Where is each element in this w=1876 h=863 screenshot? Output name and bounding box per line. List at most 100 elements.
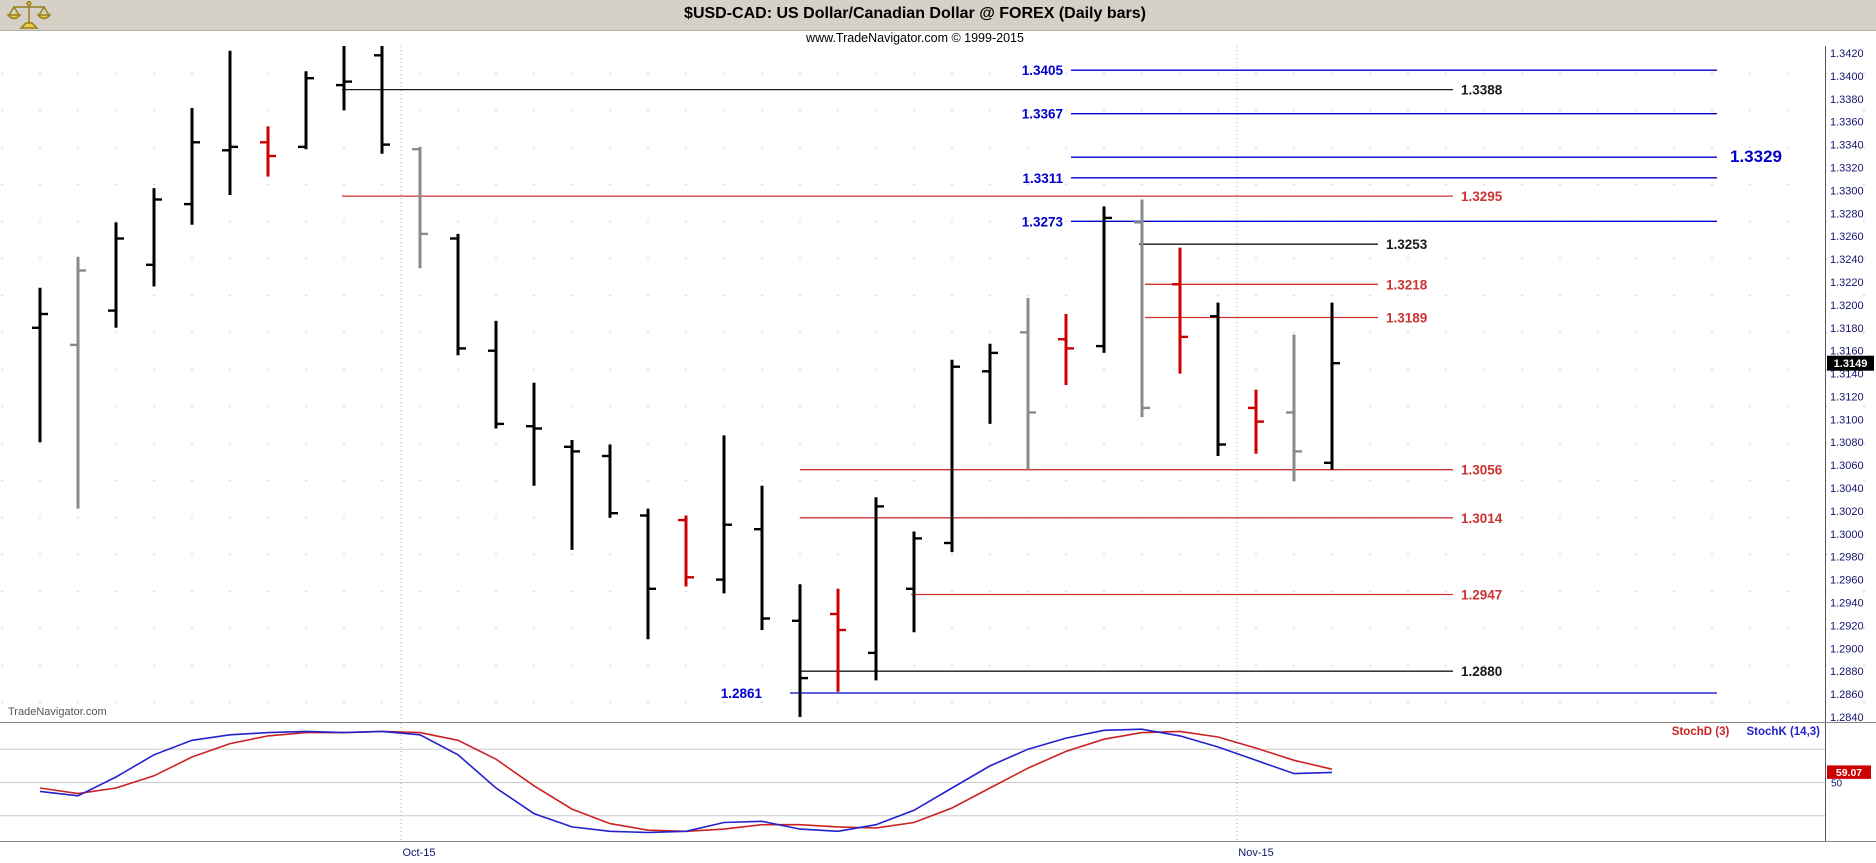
ohlc-bar [1172,247,1188,374]
ohlc-bar [1286,334,1302,482]
price-axis-label: 1.3360 [1830,117,1864,129]
price-axis-label: 1.3240 [1830,254,1864,266]
price-axis-label: 1.3200 [1830,300,1864,312]
ohlc-bar [526,382,542,486]
ohlc-bar [450,233,466,356]
price-axis-label: 1.3140 [1830,369,1864,381]
level-label: 1.3367 [1022,107,1063,122]
ohlc-bar [640,508,656,640]
level-label: 1.3405 [1022,63,1064,78]
price-axis-label: 1.3340 [1830,140,1864,152]
level-label: 1.3388 [1461,83,1503,98]
price-axis-label: 1.2860 [1830,689,1864,701]
price-axis-label: 1.3100 [1830,414,1864,426]
ohlc-bar [1134,199,1150,418]
price-axis-label: 1.3380 [1830,94,1864,106]
ohlc-bar [70,256,86,509]
ohlc-bar [792,584,808,717]
price-axis-label: 1.3300 [1830,185,1864,197]
ohlc-bar [678,515,694,587]
price-chart-panel[interactable]: 1.3405 1.3388 1.3367 1.3329 1.3311 1.3295 1.32… [0,46,1876,723]
price-axis-label: 1.3020 [1830,506,1864,518]
ohlc-bar [868,497,884,681]
ohlc-bar [1020,298,1036,470]
ohlc-bar [32,287,48,443]
ohlc-bar [488,320,504,429]
level-label: 1.2947 [1461,588,1502,603]
price-axis-label: 1.3180 [1830,323,1864,335]
ohlc-bar [260,126,276,177]
price-axis-label: 1.2920 [1830,620,1864,632]
ohlc-bar [944,359,960,553]
price-axis-label: 1.3280 [1830,208,1864,220]
ohlc-bar [1210,302,1226,456]
price-axis-label: 1.3320 [1830,162,1864,174]
ohlc-bar [222,50,238,195]
price-axis-label: 1.3000 [1830,529,1864,541]
price-chart-canvas[interactable]: 1.3405 1.3388 1.3367 1.3329 1.3311 1.3295 1.32… [0,46,1876,723]
time-axis: Oct-15 Nov-15 [0,842,1876,863]
stochk-line [39,728,1333,834]
price-axis-label: 1.3040 [1830,483,1864,495]
level-label: 1.3253 [1386,237,1428,252]
ohlc-bar [146,188,162,287]
stoch-axis-label: 50 [1831,779,1843,790]
price-axis-label: 1.2880 [1830,666,1864,678]
stochd-line [39,730,1333,833]
ohlc-bar [1324,302,1340,470]
ohlc-bar [1096,206,1112,353]
price-axis-label: 1.3080 [1830,437,1864,449]
price-axis-label: 1.2900 [1830,643,1864,655]
stoch-value-badge-text: 59.07 [1836,767,1862,779]
chart-title: $USD-CAD: US Dollar/Canadian Dollar @ FO… [684,5,1146,22]
ohlc-bar [906,531,922,633]
ohlc-bar [374,46,390,154]
price-axis-label: 1.3160 [1830,346,1864,358]
price-axis-label: 1.3400 [1830,71,1864,83]
chart-header: $USD-CAD: US Dollar/Canadian Dollar @ FO… [0,0,1876,31]
time-axis-label-oct: Oct-15 [402,847,436,859]
price-axis-label: 1.3060 [1830,460,1864,472]
stoch-value-badge [1827,765,1871,779]
price-axis-label: 1.3260 [1830,231,1864,243]
ohlc-bar [412,146,428,269]
ohlc-bar [184,108,200,225]
ohlc-bar [602,444,618,518]
ohlc-bar [336,46,352,111]
time-axis-label-nov: Nov-15 [1238,847,1274,859]
ohlc-bar [716,435,732,594]
level-label: 1.3311 [1022,171,1063,186]
level-label: 1.3329 [1730,147,1782,166]
price-axis-label: 1.2960 [1830,575,1864,587]
ohlc-bar [982,343,998,424]
price-axis-label: 1.2940 [1830,598,1864,610]
stoch-legend: StochD (3) StochK (14,3) [1658,726,1820,738]
scales-icon [6,0,52,35]
last-price-badge-text: 1.3149 [1834,358,1868,370]
stochd-legend: StochD (3) [1671,726,1730,738]
last-price-badge [1827,355,1874,371]
price-axis-label: 1.3120 [1830,391,1864,403]
level-label: 1.3273 [1022,214,1064,229]
ohlc-bar [564,440,580,550]
price-axis-label: 1.3220 [1830,277,1864,289]
price-axis-label: 1.2980 [1830,552,1864,564]
ohlc-bar [108,222,124,328]
price-axis-label: 1.2840 [1830,712,1864,723]
level-label: 1.2861 [721,686,763,701]
stochk-legend: StochK (14,3) [1746,726,1821,738]
ohlc-bar [298,71,314,150]
level-label: 1.3189 [1386,311,1427,326]
ohlc-bar [754,485,770,630]
ohlc-bar [830,588,846,692]
level-label: 1.3218 [1386,277,1428,292]
chart-subtitle: www.TradeNavigator.com © 1999-2015 [806,31,1024,45]
level-label: 1.3295 [1461,189,1503,204]
level-label: 1.2880 [1461,664,1502,679]
level-label: 1.3056 [1461,463,1503,478]
watermark: TradeNavigator.com [6,706,109,718]
ohlc-bar [1248,389,1264,454]
stochastic-panel[interactable]: 50 59.07 StochD (3) StochK (14,3) [0,723,1876,842]
